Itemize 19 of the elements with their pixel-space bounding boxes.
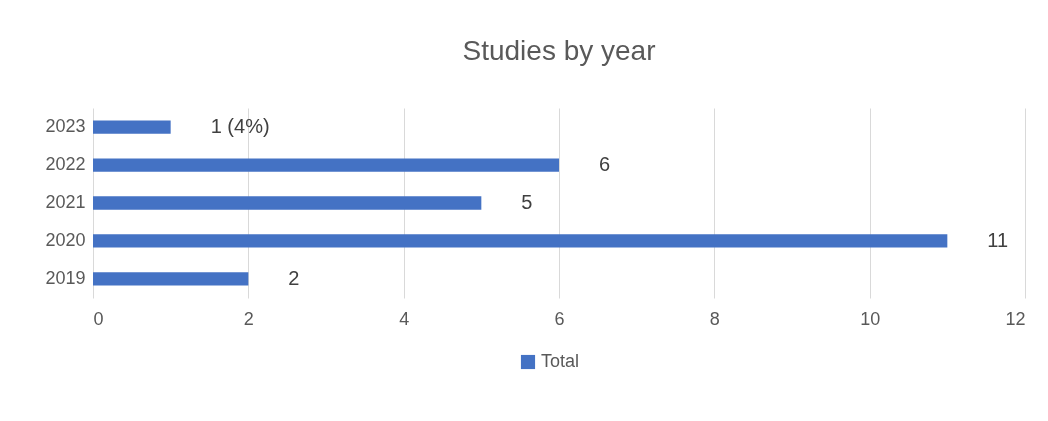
data-label: 1 (4%) [210,115,270,138]
y-tick-label: 2023 [45,116,86,137]
x-tick-label: 8 [709,308,720,329]
legend-label: Total [541,351,580,371]
x-tick-label: 6 [554,308,565,329]
x-tick-label: 10 [860,308,881,329]
data-label: 6 [599,153,611,176]
x-tick-label: 0 [93,308,104,329]
data-label: 11 [987,228,1009,251]
chart-title: Studies by year [462,35,656,66]
x-tick-label: 2 [243,308,254,329]
y-tick-label: 2022 [45,154,86,175]
data-label: 5 [521,191,533,213]
y-tick-label: 2021 [45,192,86,212]
data-label: 2 [288,266,300,289]
y-tick-label: 2019 [45,267,86,288]
x-tick-label: 12 [1005,308,1026,329]
x-tick-label: 4 [399,308,410,329]
y-tick-label: 2020 [45,229,86,250]
